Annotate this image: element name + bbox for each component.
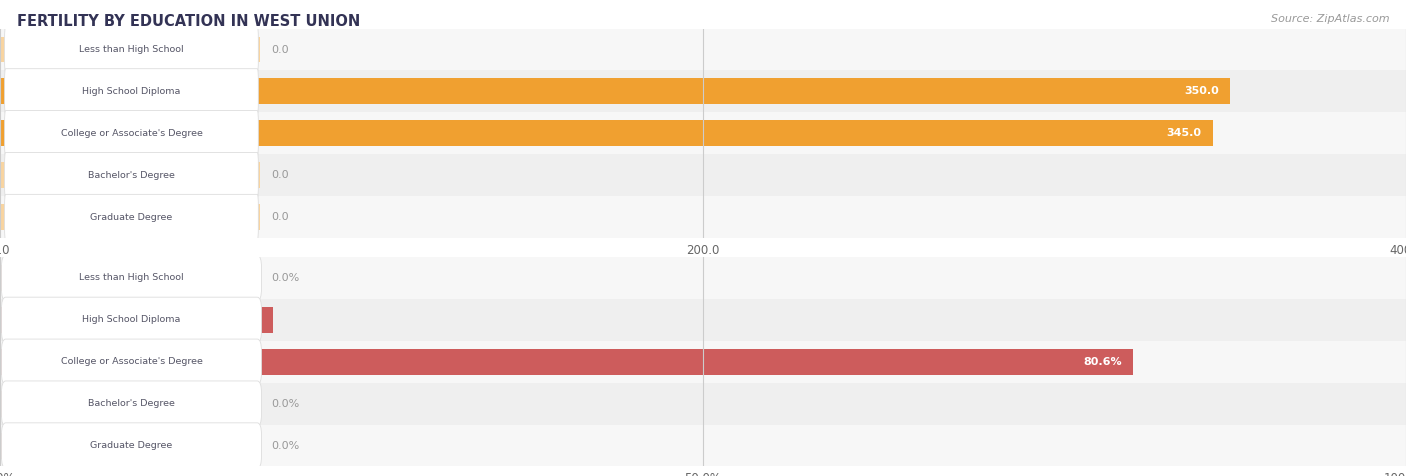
Text: 80.6%: 80.6% — [1084, 357, 1122, 367]
Bar — [0, 349, 260, 375]
FancyBboxPatch shape — [1, 339, 262, 385]
FancyBboxPatch shape — [4, 69, 259, 114]
Text: College or Associate's Degree: College or Associate's Degree — [60, 129, 202, 138]
Text: 0.0%: 0.0% — [271, 440, 299, 451]
Text: College or Associate's Degree: College or Associate's Degree — [60, 357, 202, 366]
Text: 0.0%: 0.0% — [271, 398, 299, 409]
Bar — [0, 79, 1230, 104]
Bar — [0, 196, 1406, 238]
Bar — [0, 391, 260, 416]
Bar — [0, 70, 1406, 112]
Text: Bachelor's Degree: Bachelor's Degree — [89, 171, 174, 179]
Text: Source: ZipAtlas.com: Source: ZipAtlas.com — [1271, 14, 1389, 24]
Text: 0.0: 0.0 — [271, 170, 290, 180]
Bar — [0, 349, 1133, 375]
Bar — [0, 299, 1406, 341]
Text: 0.0%: 0.0% — [271, 273, 299, 283]
Bar — [0, 204, 260, 230]
Bar — [0, 307, 273, 333]
FancyBboxPatch shape — [4, 27, 259, 72]
Bar — [0, 112, 1406, 154]
Text: High School Diploma: High School Diploma — [83, 316, 180, 324]
Text: 345.0: 345.0 — [1167, 128, 1202, 139]
Bar — [0, 37, 260, 62]
Text: 19.4%: 19.4% — [222, 315, 262, 325]
FancyBboxPatch shape — [4, 152, 259, 198]
Text: 350.0: 350.0 — [1184, 86, 1219, 97]
FancyBboxPatch shape — [1, 255, 262, 301]
Text: Graduate Degree: Graduate Degree — [90, 213, 173, 221]
Bar — [0, 433, 260, 458]
Text: 0.0: 0.0 — [271, 44, 290, 55]
Bar — [0, 120, 1212, 146]
Bar — [0, 79, 260, 104]
Bar — [0, 162, 260, 188]
Bar — [0, 257, 1406, 299]
FancyBboxPatch shape — [4, 110, 259, 156]
Text: 0.0: 0.0 — [271, 212, 290, 222]
FancyBboxPatch shape — [1, 423, 262, 468]
Text: High School Diploma: High School Diploma — [83, 87, 180, 96]
Bar — [0, 341, 1406, 383]
Text: Less than High School: Less than High School — [79, 274, 184, 282]
Text: Bachelor's Degree: Bachelor's Degree — [89, 399, 174, 408]
Bar — [0, 265, 260, 291]
Bar — [0, 29, 1406, 70]
Text: Less than High School: Less than High School — [79, 45, 184, 54]
Text: FERTILITY BY EDUCATION IN WEST UNION: FERTILITY BY EDUCATION IN WEST UNION — [17, 14, 360, 30]
FancyBboxPatch shape — [1, 297, 262, 343]
Bar — [0, 425, 1406, 466]
Bar — [0, 154, 1406, 196]
Bar — [0, 383, 1406, 425]
Text: Graduate Degree: Graduate Degree — [90, 441, 173, 450]
FancyBboxPatch shape — [4, 194, 259, 240]
Bar — [0, 307, 260, 333]
FancyBboxPatch shape — [1, 381, 262, 426]
Bar — [0, 120, 260, 146]
